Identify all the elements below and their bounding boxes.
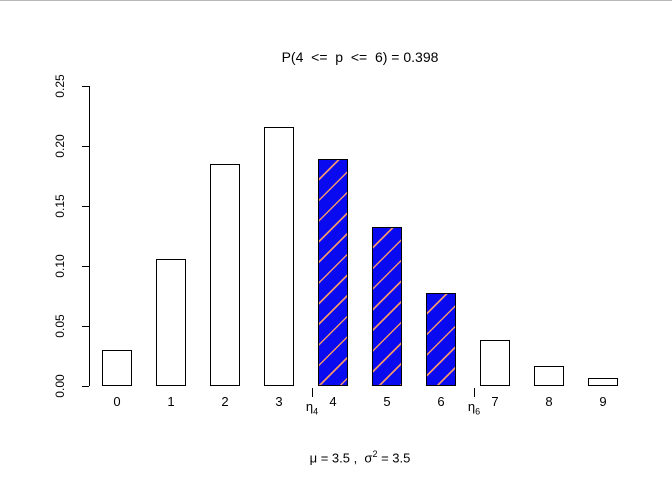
y-tick-label: 0.25 (53, 74, 67, 98)
y-axis-line (89, 86, 90, 386)
y-axis-tick (82, 265, 89, 267)
caption-sigma-value: = 3.5 (377, 450, 411, 466)
chart-title: P(4 <= p <= 6) = 0.398 (281, 49, 439, 65)
y-axis-tick (82, 325, 89, 327)
x-tick-label: 5 (383, 394, 391, 409)
x-tick-label: 4 (329, 394, 337, 409)
bar (102, 350, 132, 386)
y-axis-tick (82, 85, 89, 87)
bar (264, 127, 294, 386)
eta-label: η4 (292, 399, 332, 417)
bar (534, 366, 564, 386)
eta-tick-mark (474, 388, 475, 397)
eta-subscript: 6 (475, 406, 481, 417)
x-tick-label: 0 (113, 394, 121, 409)
eta-subscript: 4 (313, 406, 319, 417)
caption-sigma-exponent: 2 (372, 449, 378, 459)
y-axis-tick (82, 205, 89, 207)
x-tick-label: 7 (491, 394, 499, 409)
bar (588, 378, 618, 386)
bar (480, 340, 510, 386)
y-axis-tick (82, 145, 89, 147)
eta-tick-mark (312, 388, 313, 397)
y-axis-tick (82, 385, 89, 387)
y-tick-label: 0.15 (53, 194, 67, 218)
caption-mu-sigma-text: μ = 3.5 , σ (309, 450, 373, 466)
x-tick-label: 2 (221, 394, 229, 409)
bar (156, 259, 186, 386)
x-tick-label: 9 (599, 394, 607, 409)
eta-symbol: η (467, 399, 476, 414)
bar (210, 164, 240, 386)
y-tick-label: 0.10 (53, 254, 67, 278)
y-tick-label: 0.20 (53, 134, 67, 158)
x-tick-label: 8 (545, 394, 553, 409)
x-tick-label: 1 (167, 394, 175, 409)
y-tick-label: 0.05 (53, 314, 67, 338)
x-tick-label: 3 (275, 394, 283, 409)
bar-highlighted (318, 159, 348, 386)
x-tick-label: 6 (437, 394, 445, 409)
parameters-caption: μ = 3.5 , σ2 = 3.5 (90, 449, 630, 465)
bar-highlighted (372, 227, 402, 386)
y-tick-label: 0.00 (53, 374, 67, 398)
eta-label: η6 (454, 399, 494, 417)
bar-highlighted (426, 293, 456, 386)
eta-symbol: η (305, 399, 314, 414)
